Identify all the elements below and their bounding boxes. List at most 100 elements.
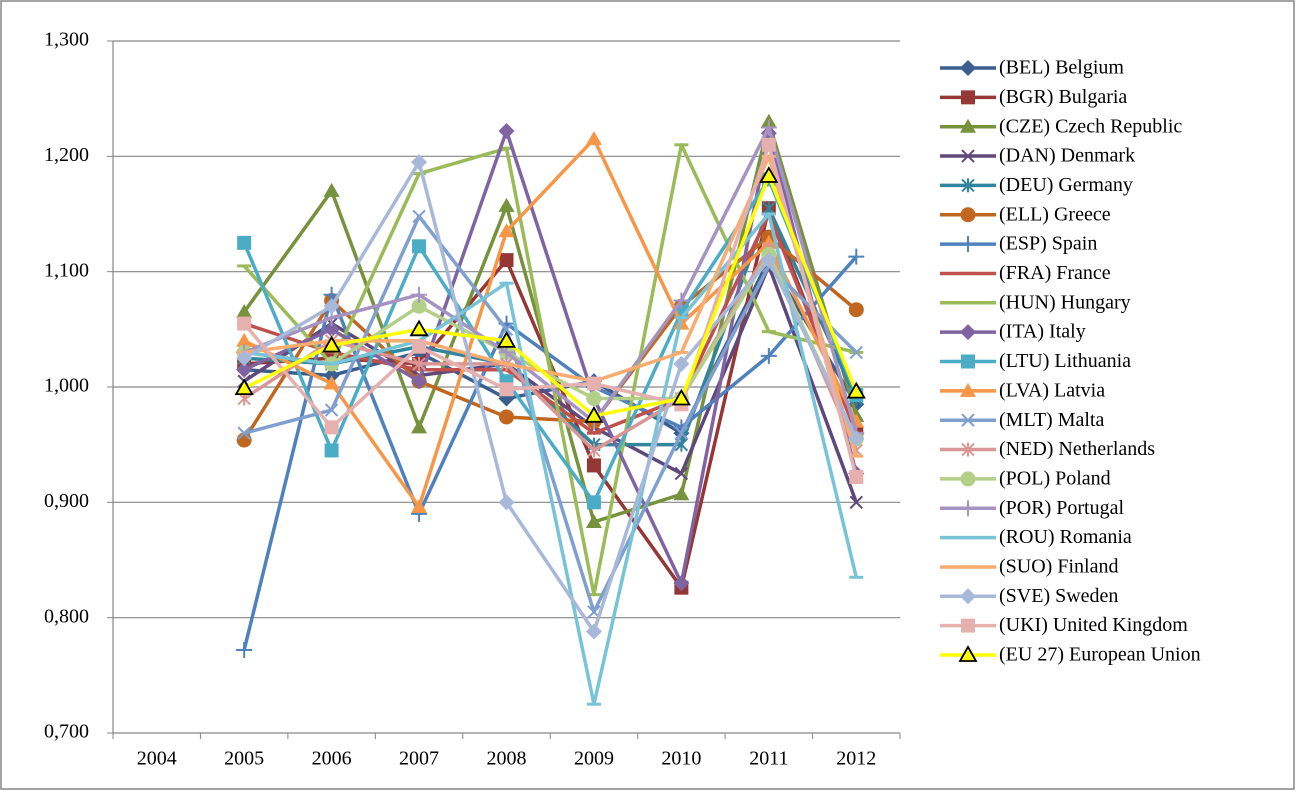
marker: [585, 513, 602, 528]
series-line: [243, 174, 858, 418]
y-tick-label: 0,700: [44, 721, 89, 743]
series-line: [243, 137, 858, 509]
marker: [411, 498, 428, 513]
marker: [236, 641, 253, 658]
marker: [674, 426, 689, 440]
legend-label: (BGR) Bulgaria: [999, 86, 1127, 108]
x-tick-label: 2009: [574, 748, 614, 770]
y-tick-label: 1,100: [44, 259, 89, 281]
legend-label: (ROU) Romania: [999, 526, 1132, 548]
marker: [323, 298, 340, 315]
marker: [409, 319, 429, 337]
marker: [411, 286, 428, 303]
marker: [323, 375, 340, 390]
legend-item: (SVE) Sweden: [940, 585, 1118, 607]
legend-marker: [960, 588, 976, 605]
marker: [848, 430, 865, 447]
legend-marker: [960, 382, 976, 397]
marker: [323, 321, 340, 338]
marker: [323, 182, 340, 197]
legend-label: (SVE) Sweden: [999, 585, 1118, 607]
marker: [671, 388, 691, 406]
marker: [411, 154, 428, 171]
marker: [236, 361, 253, 378]
marker: [760, 347, 777, 364]
x-tick-label: 2006: [312, 748, 352, 770]
legend-marker: [960, 236, 976, 253]
x-tick-label: 2008: [487, 748, 527, 770]
marker: [760, 252, 777, 269]
legend-marker: [961, 618, 975, 633]
legend-item: (UKI) United Kingdom: [940, 614, 1188, 636]
marker: [237, 426, 251, 440]
marker: [586, 495, 601, 510]
series-line: [243, 129, 858, 585]
marker: [237, 235, 252, 250]
y-tick-label: 0,900: [44, 490, 89, 512]
y-tick-label: 1,200: [44, 144, 89, 166]
marker: [236, 350, 253, 367]
legend-marker: [960, 471, 976, 487]
marker: [673, 486, 690, 501]
marker: [849, 345, 863, 360]
marker: [236, 304, 253, 319]
marker: [673, 355, 690, 372]
legend-label: (ELL) Greece: [999, 203, 1111, 225]
legend-marker: [958, 645, 978, 662]
legend-marker: [960, 207, 976, 223]
x-tick-label: 2011: [749, 748, 788, 770]
legend-item: (MLT) Malta: [940, 409, 1104, 431]
legend-label: (ESP) Spain: [999, 233, 1097, 255]
legend-label: (ITA) Italy: [999, 321, 1086, 343]
series-line: [242, 177, 858, 505]
y-tick-label: 0,800: [44, 605, 89, 627]
marker: [849, 495, 863, 510]
marker: [499, 253, 514, 268]
series-line: [242, 143, 858, 478]
series: [236, 154, 865, 640]
marker: [760, 119, 777, 136]
marker: [499, 382, 514, 397]
marker: [761, 137, 776, 152]
marker: [498, 494, 515, 511]
marker: [412, 339, 427, 354]
legend-marker: [960, 500, 976, 517]
marker: [587, 443, 601, 458]
legend-item: (BEL) Belgium: [940, 57, 1124, 79]
marker: [586, 391, 602, 407]
series-line: [244, 258, 858, 435]
legend-item: (HUN) Hungary: [940, 291, 1131, 313]
series-line: [243, 160, 858, 634]
marker: [585, 131, 602, 146]
legend-marker: [960, 60, 976, 76]
marker: [674, 466, 689, 481]
legend-item: (FRA) France: [940, 262, 1111, 284]
legend-label: (MLT) Malta: [999, 409, 1104, 431]
legend-item: (LVA) Latvia: [940, 379, 1105, 401]
marker: [585, 623, 602, 640]
legend-label: (DEU) Germany: [999, 174, 1133, 196]
legend-marker: [960, 324, 976, 341]
x-tick-label: 2007: [399, 748, 439, 770]
marker: [673, 575, 690, 592]
x-tick-label: 2010: [661, 748, 701, 770]
marker: [324, 443, 339, 458]
legend-label: (DAN) Denmark: [999, 145, 1135, 167]
legend-marker: [961, 90, 975, 105]
legend-label: (LVA) Latvia: [999, 379, 1105, 401]
y-tick-label: 1,300: [44, 29, 89, 51]
marker: [411, 298, 427, 314]
marker: [848, 302, 864, 318]
legend-item: (LTU) Lithuania: [940, 350, 1131, 372]
marker: [498, 223, 515, 238]
legend-marker: [960, 118, 976, 133]
legend-item: (POL) Poland: [940, 467, 1111, 489]
marker: [586, 376, 601, 391]
legend-item: (NED) Netherlands: [940, 438, 1155, 460]
marker: [323, 367, 340, 384]
marker: [411, 373, 428, 390]
legend-item: (CZE) Czech Republic: [940, 115, 1182, 137]
marker: [846, 381, 866, 399]
